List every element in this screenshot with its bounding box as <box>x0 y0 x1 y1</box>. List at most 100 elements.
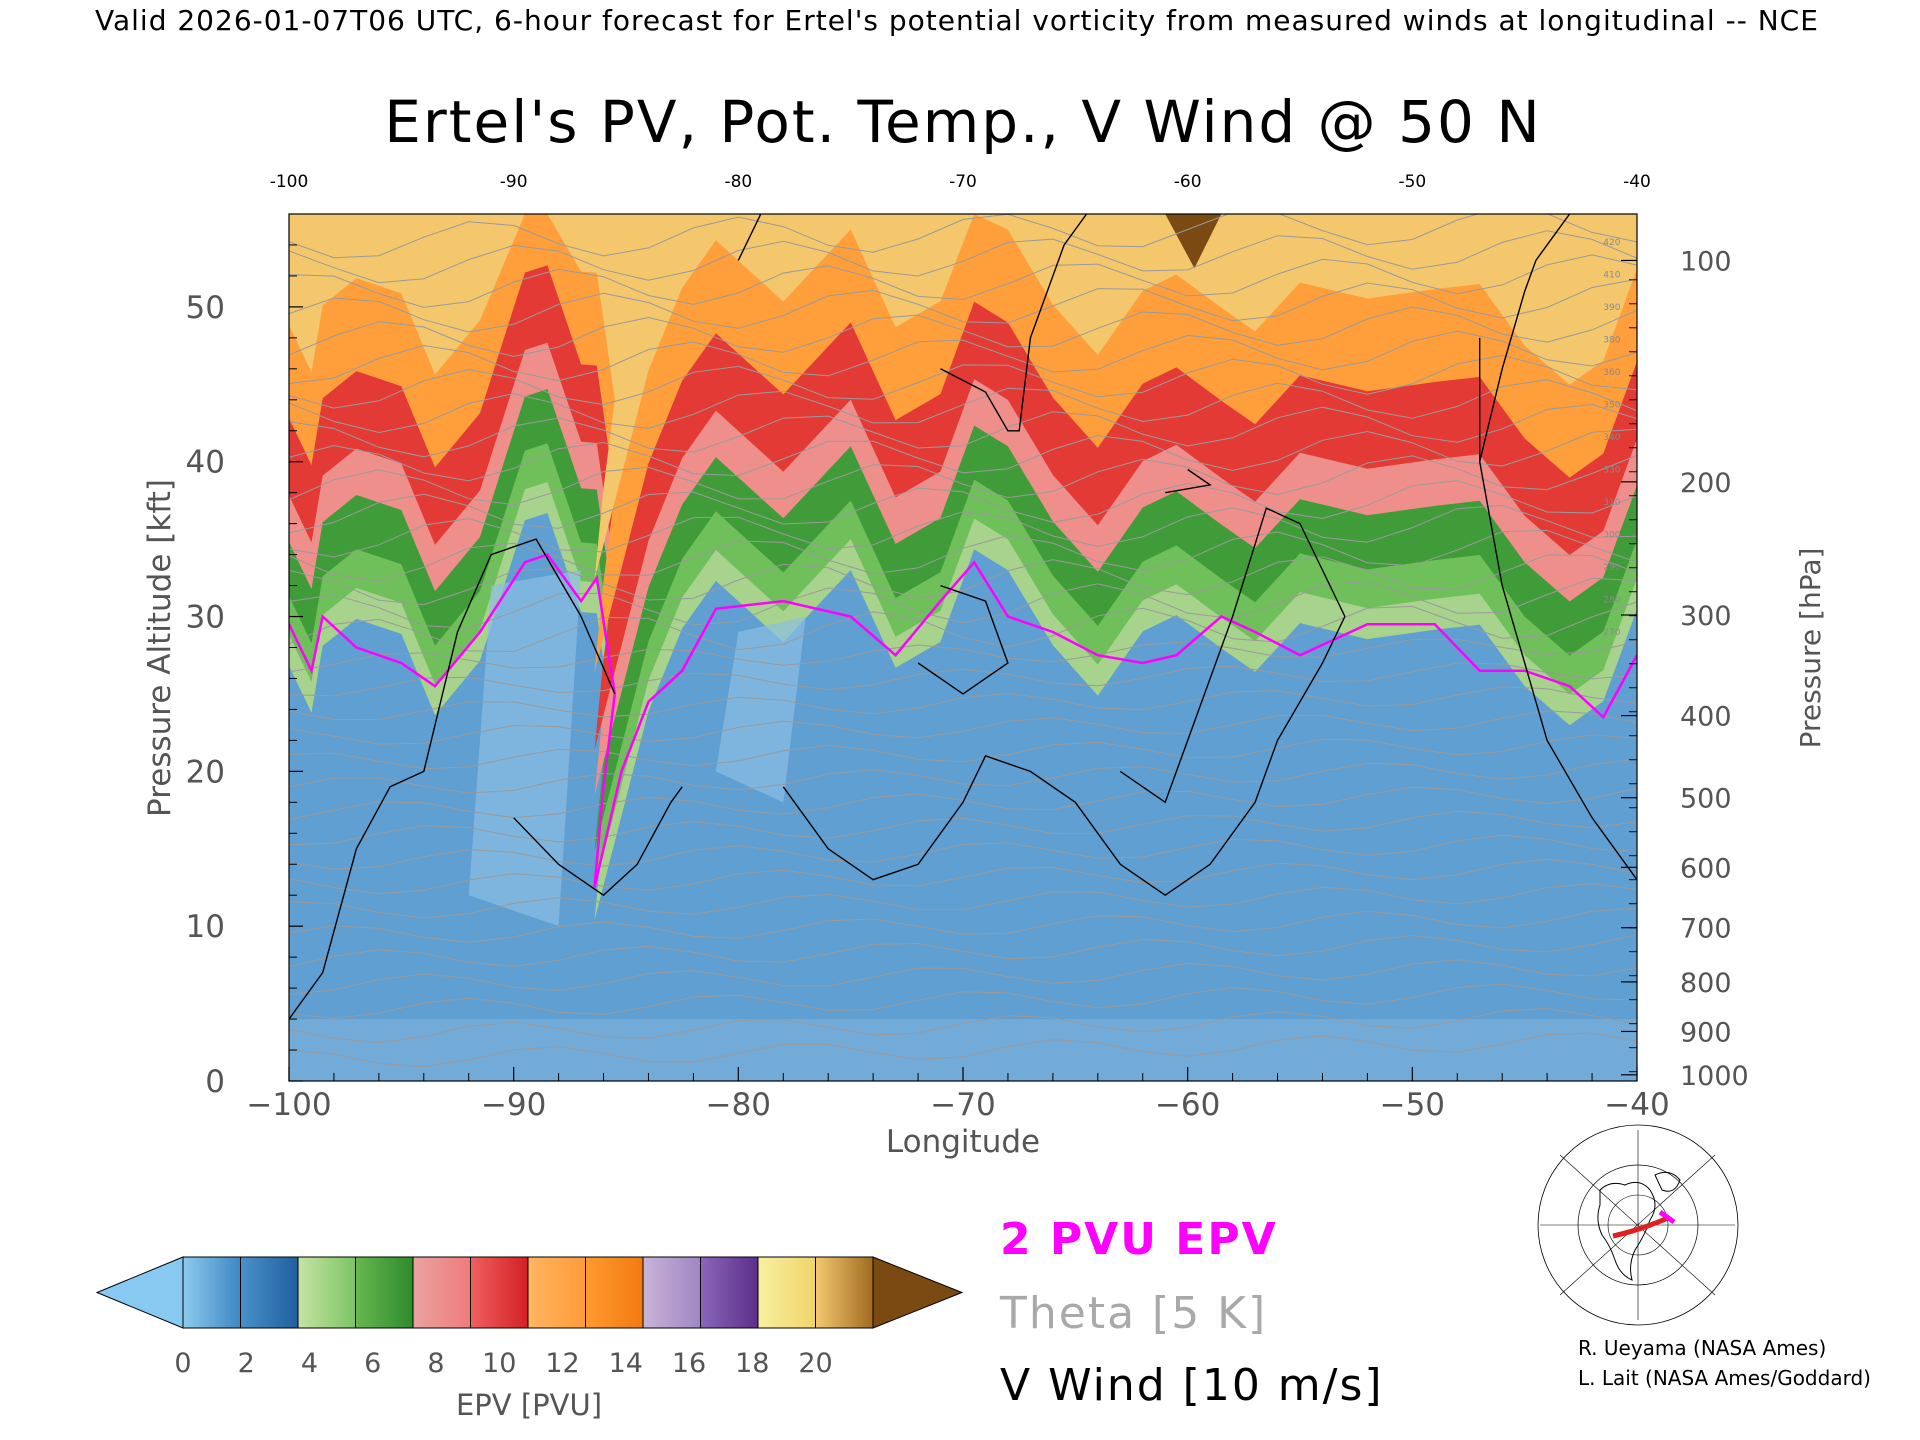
pressure-tick-label: 400 <box>1680 702 1732 733</box>
x-tick-label: −70 <box>930 1087 995 1123</box>
colorbar-bin <box>585 1257 644 1328</box>
theta-contour-label: 350 <box>1603 401 1620 411</box>
colorbar-tick-label: 6 <box>364 1348 381 1379</box>
theta-contour <box>289 354 1637 409</box>
colorbar-tick-label: 20 <box>798 1348 832 1379</box>
colorbar-over-arrow <box>872 1256 964 1329</box>
y-axis-kft: 0 10 20 30 40 50 <box>186 213 303 1100</box>
colorbar-under-arrow <box>95 1256 184 1329</box>
theta-contour <box>289 428 1637 482</box>
vwind-contour <box>1479 214 1571 462</box>
vwind-contour <box>1165 468 1212 494</box>
theta-contour-label: 380 <box>1603 336 1620 346</box>
x-tick-label: −40 <box>1604 1087 1669 1123</box>
theta-contour-label: 330 <box>1603 466 1620 476</box>
colorbar-bin <box>700 1257 759 1328</box>
theta-contour <box>289 577 1637 629</box>
colorbar-tick-label: 2 <box>238 1348 255 1379</box>
x-tick-label: −60 <box>1155 1087 1220 1123</box>
theta-contour <box>289 858 1637 895</box>
theta-contour <box>289 504 1637 558</box>
colorbar-label: EPV [PVU] <box>456 1388 602 1422</box>
theta-contour <box>289 638 1637 673</box>
colorbar-tick-label: 18 <box>735 1348 769 1379</box>
colorbar-tick-label: 0 <box>174 1348 191 1379</box>
y-tick-label: 20 <box>186 754 225 790</box>
vwind-contour <box>782 616 1346 897</box>
top-tick-label: -80 <box>724 172 752 192</box>
colorbar-frame <box>182 1256 874 1329</box>
credit-ueyama: R. Ueyama (NASA Ames) <box>1578 1336 1827 1360</box>
theta-contour <box>289 278 1637 333</box>
legend-vwind: V Wind [10 m/s] <box>1000 1360 1384 1411</box>
colorbar-tick-label: 8 <box>427 1348 444 1379</box>
pressure-tick-label: 500 <box>1680 784 1732 815</box>
colorbar-bin <box>298 1257 356 1328</box>
x-axis: −100 −90 −80 −70 −60 −50 −40 <box>246 1067 1670 1123</box>
colorbar-bin <box>240 1257 299 1328</box>
y2-axis-label: Pressure [hPa] <box>1794 548 1827 749</box>
theta-contour <box>289 959 1637 995</box>
theta-contour <box>289 214 1637 259</box>
theta-contour <box>289 934 1637 967</box>
colorbar-bin <box>528 1257 586 1328</box>
y-tick-label: 50 <box>186 290 225 326</box>
pv-band <box>289 214 1637 580</box>
theta-contour <box>289 834 1637 870</box>
colorbar-tick-label: 12 <box>545 1348 579 1379</box>
theta-contour-label: 270 <box>1603 628 1620 638</box>
vwind-contour <box>1479 337 1637 881</box>
theta-contour <box>289 983 1637 1019</box>
colorbar-bin <box>355 1257 414 1328</box>
theta-contour <box>289 230 1637 284</box>
x-tick-label: −50 <box>1380 1087 1445 1123</box>
pv-2pvu-contour <box>289 553 1637 888</box>
pv-low-patch <box>715 616 806 803</box>
pressure-tick-label: 200 <box>1680 468 1732 499</box>
top-tick-label: -100 <box>270 172 309 192</box>
pressure-tick-label: 300 <box>1680 601 1732 632</box>
y-axis-label: Pressure Altitude [kft] <box>142 479 178 817</box>
pressure-tick-label: 700 <box>1680 914 1732 945</box>
colorbar: 0 2 4 6 8 10 12 14 16 18 20 <box>95 1256 964 1379</box>
top-tick-label: -50 <box>1398 172 1426 192</box>
colorbar-tick-label: 4 <box>301 1348 318 1379</box>
y-tick-label: 30 <box>186 600 225 636</box>
pressure-tick-label: 600 <box>1680 853 1732 884</box>
theta-contour-label: 340 <box>1603 433 1620 443</box>
colorbar-bin <box>758 1257 816 1328</box>
pressure-tick-label: 100 <box>1680 246 1732 277</box>
colorbar-tick-label: 14 <box>609 1348 643 1379</box>
y-tick-label: 0 <box>205 1064 225 1100</box>
theta-contour-label: 410 <box>1603 270 1620 280</box>
legend-2pvu-epv: 2 PVU EPV <box>1000 1214 1278 1265</box>
theta-contour <box>289 786 1637 820</box>
theta-contour-label: 280 <box>1603 596 1620 606</box>
theta-contour-label: 310 <box>1603 498 1620 508</box>
vwind-contour <box>513 786 683 897</box>
colorbar-tick-label: 16 <box>672 1348 706 1379</box>
top-tick-label: -70 <box>949 172 977 192</box>
x-tick-label: −80 <box>706 1087 771 1123</box>
chart-title: Ertel's PV, Pot. Temp., V Wind @ 50 N <box>384 88 1541 156</box>
legend-theta: Theta [5 K] <box>999 1288 1267 1339</box>
theta-contour <box>289 454 1637 506</box>
theta-contour <box>289 1007 1637 1044</box>
y-tick-label: 10 <box>186 909 225 945</box>
theta-contour <box>289 710 1637 745</box>
colorbar-bin <box>815 1257 874 1328</box>
pressure-tick-label: 900 <box>1680 1017 1732 1048</box>
x-tick-label: −100 <box>246 1087 331 1123</box>
theta-contour <box>289 480 1637 534</box>
pressure-tick-label: 800 <box>1680 968 1732 999</box>
theta-contour <box>289 907 1637 943</box>
theta-contour <box>289 306 1637 357</box>
pv-high-patch <box>1165 214 1222 269</box>
vwind-contour <box>917 584 1009 695</box>
theta-contour <box>289 686 1637 721</box>
theta-contour-label: 360 <box>1603 368 1620 378</box>
theta-contour <box>289 554 1637 606</box>
valid-time-header: Valid 2026-01-07T06 UTC, 6-hour forecast… <box>95 4 1819 37</box>
theta-contour <box>289 379 1637 434</box>
